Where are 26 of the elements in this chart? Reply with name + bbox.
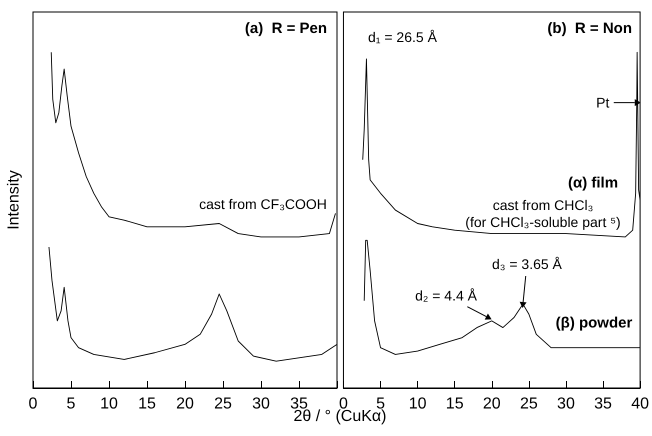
x-tick-label: 10 (408, 396, 427, 412)
x-tick-label: 10 (100, 396, 118, 412)
y-axis-title: Intensity (6, 170, 22, 230)
x-tick-label: 0 (28, 396, 38, 412)
x-tick-label: 35 (594, 396, 612, 412)
annotation: Pt (596, 94, 610, 111)
x-tick-label: 20 (482, 396, 501, 412)
x-tick-label: 40 (631, 396, 650, 412)
x-tick-label: 25 (520, 396, 538, 412)
annotation: d₁ = 26.5 Å (368, 29, 438, 45)
annotation: (β) powder (556, 314, 632, 332)
annotation: cast from CHCl₃ (492, 197, 594, 213)
chart-title: (a) R = Pen (244, 20, 328, 37)
chart-title: (b) R = Non (547, 20, 632, 37)
annotation: (α) film (568, 174, 618, 192)
annotation: d₂ = 4.4 Å (415, 288, 478, 304)
x-tick-label: 15 (446, 396, 464, 412)
annotation: (for CHCl₃-soluble part ⁵) (465, 214, 621, 230)
x-tick-label: 5 (66, 396, 76, 412)
x-tick-label: 15 (138, 396, 156, 412)
annotation: d₃ = 3.65 Å (492, 256, 563, 272)
x-tick-label: 30 (252, 396, 270, 412)
x-tick-label: 20 (176, 396, 194, 412)
annotation: cast from CF₃COOH (199, 196, 327, 212)
x-tick-label: 30 (557, 396, 575, 412)
x-tick-label: 25 (214, 396, 232, 412)
